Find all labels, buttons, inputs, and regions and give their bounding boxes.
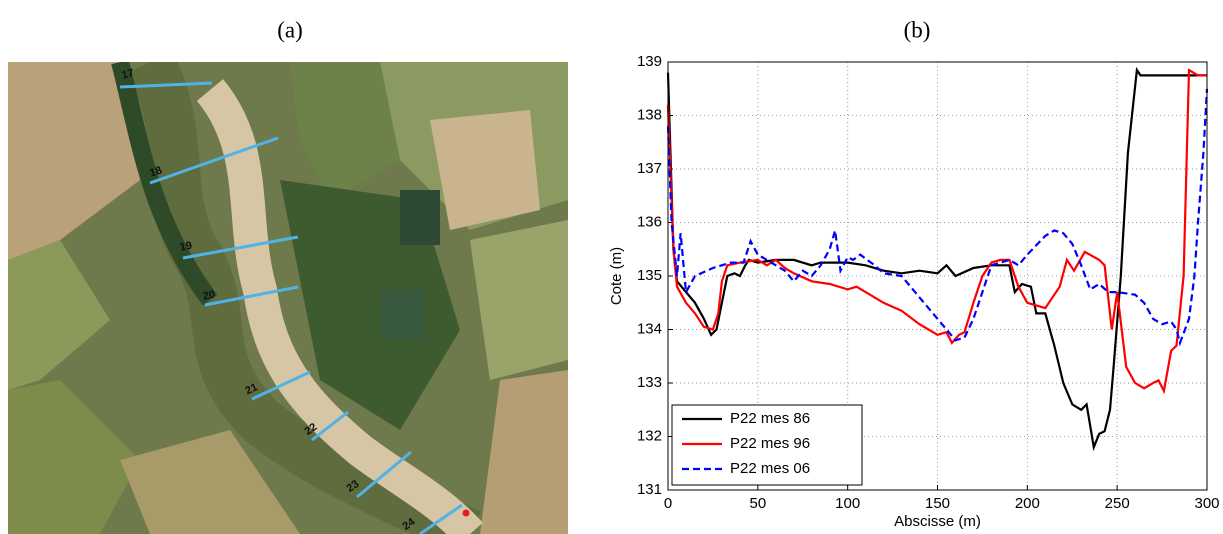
data-line [666,88,1209,347]
x-tick-label: 100 [835,495,860,512]
aerial-photo: 17 18 19 20 21 22 23 24 [8,62,568,534]
y-axis-label: Cote (m) [608,247,625,305]
section-label: 20 [202,288,216,302]
y-tick-label: 134 [637,320,662,337]
x-tick-label: 0 [664,495,672,512]
data-line [666,68,1207,395]
y-tick-label: 136 [637,213,662,230]
y-tick-label: 132 [637,427,662,444]
section-label: 21 [243,381,259,397]
panel-label: (a) [277,17,303,42]
x-tick-label: 50 [749,495,766,512]
y-tick-label: 137 [637,160,662,177]
x-axis-label: Abscisse (m) [894,513,981,530]
x-tick-label: 300 [1194,495,1219,512]
section-label: 22 [303,421,320,438]
y-tick-label: 135 [637,267,662,284]
x-tick-label: 200 [1015,495,1040,512]
legend-label: P22 mes 96 [730,435,810,452]
y-tick-label: 139 [637,53,662,70]
legend-label: P22 mes 06 [730,460,810,477]
x-tick-label: 150 [925,495,950,512]
y-tick-label: 131 [637,481,662,498]
legend-label: P22 mes 86 [730,410,810,427]
y-tick-label: 138 [637,106,662,123]
y-tick-label: 133 [637,374,662,391]
section-label: 23 [345,478,362,495]
plot-frame [667,61,1208,491]
section-label: 18 [148,164,163,179]
data-line [666,66,1207,452]
x-tick-label: 250 [1105,495,1130,512]
section-label: 19 [179,239,193,253]
panel-label: (b) [904,17,931,42]
section-label: 17 [120,67,135,82]
